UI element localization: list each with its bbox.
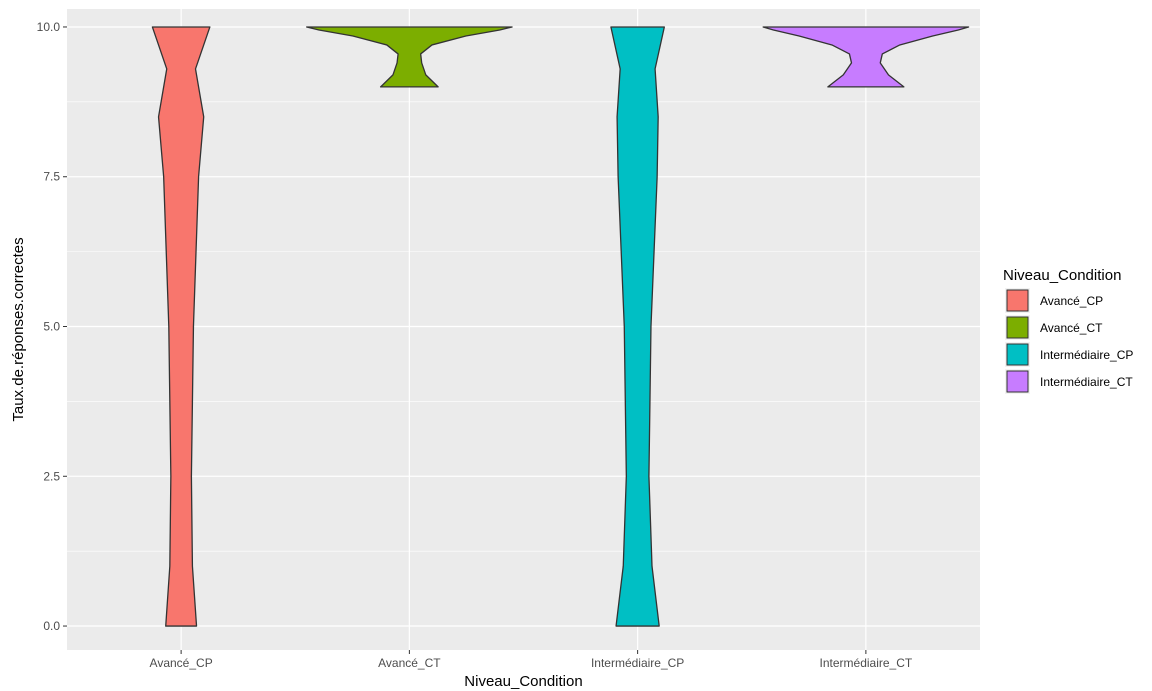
violin-Avancé_CT bbox=[306, 26, 513, 88]
legend-swatch bbox=[1006, 370, 1029, 393]
x-axis-title: Niveau_Condition bbox=[464, 673, 582, 690]
legend-label: Avancé_CT bbox=[1040, 321, 1103, 335]
y-axis-title: Taux.de.réponses.correctes bbox=[10, 237, 27, 421]
legend-swatch bbox=[1006, 316, 1029, 339]
x-tick-label: Intermédiaire_CT bbox=[820, 656, 913, 670]
y-tick-label: 10.0 bbox=[37, 20, 61, 34]
x-tick-label: Avancé_CP bbox=[150, 656, 213, 670]
y-tick-label: 7.5 bbox=[43, 170, 60, 184]
y-axis: 0.0 2.5 5.0 7.5 10.0 bbox=[37, 20, 67, 633]
legend-title: Niveau_Condition bbox=[1003, 267, 1121, 284]
violin-Intermédiaire_CT bbox=[762, 26, 970, 88]
legend-label: Intermédiaire_CT bbox=[1040, 375, 1133, 389]
violin-Intermédiaire_CP bbox=[610, 26, 665, 627]
minor-gridlines bbox=[67, 101, 980, 552]
y-tick-label: 2.5 bbox=[43, 469, 60, 483]
violins bbox=[151, 26, 970, 627]
legend-label: Intermédiaire_CP bbox=[1040, 348, 1133, 362]
legend-swatch bbox=[1006, 289, 1029, 312]
legend: Niveau_Condition Avancé_CP Avancé_CT Inter… bbox=[1003, 267, 1133, 394]
y-tick-label: 0.0 bbox=[43, 619, 60, 633]
violin-Avancé_CP bbox=[151, 26, 211, 627]
x-tick-label: Avancé_CT bbox=[378, 656, 441, 670]
plot-panel bbox=[67, 9, 980, 650]
x-tick-label: Intermédiaire_CP bbox=[591, 656, 684, 670]
x-axis: Avancé_CP Avancé_CT Intermédiaire_CP Interm… bbox=[150, 650, 913, 670]
legend-swatch bbox=[1006, 343, 1029, 366]
y-tick-label: 5.0 bbox=[43, 320, 60, 334]
legend-label: Avancé_CP bbox=[1040, 294, 1103, 308]
